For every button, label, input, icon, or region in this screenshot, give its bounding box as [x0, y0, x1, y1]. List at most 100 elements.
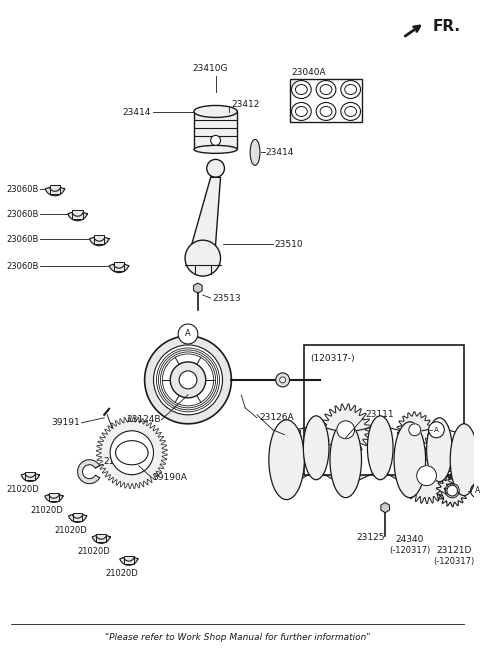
Text: 21020D: 21020D [105, 569, 138, 578]
Ellipse shape [341, 103, 360, 120]
Text: 23060B: 23060B [7, 235, 39, 244]
Circle shape [110, 431, 154, 475]
Bar [25, 472, 35, 480]
Text: 23060B: 23060B [7, 210, 39, 218]
Text: A: A [434, 427, 439, 433]
Ellipse shape [320, 107, 332, 116]
Polygon shape [78, 460, 100, 484]
Text: 23120: 23120 [332, 455, 360, 463]
Circle shape [337, 421, 355, 439]
Circle shape [207, 160, 225, 177]
Text: 23040A: 23040A [291, 68, 326, 77]
Bar [72, 210, 83, 219]
Polygon shape [90, 237, 109, 246]
Text: 23127B: 23127B [287, 430, 321, 439]
Ellipse shape [291, 80, 311, 99]
Ellipse shape [330, 422, 361, 498]
Ellipse shape [291, 103, 311, 120]
Circle shape [429, 422, 444, 438]
Polygon shape [69, 515, 87, 523]
Polygon shape [120, 557, 138, 565]
Ellipse shape [250, 139, 260, 165]
Polygon shape [191, 177, 220, 249]
Ellipse shape [427, 418, 452, 481]
Text: 23510: 23510 [275, 239, 303, 249]
Ellipse shape [450, 424, 478, 496]
Bar [114, 262, 124, 271]
Bar [49, 492, 59, 501]
Polygon shape [399, 448, 454, 504]
Text: 23414: 23414 [122, 108, 151, 117]
Bar [50, 185, 60, 194]
Ellipse shape [320, 84, 332, 94]
Polygon shape [320, 404, 371, 456]
Polygon shape [287, 425, 316, 488]
Circle shape [276, 373, 289, 387]
Text: 23412: 23412 [231, 100, 260, 109]
Polygon shape [439, 427, 464, 485]
Circle shape [417, 466, 436, 486]
Circle shape [409, 424, 420, 436]
Bar [124, 555, 134, 564]
Ellipse shape [296, 84, 307, 94]
Text: 23060B: 23060B [7, 185, 39, 194]
Circle shape [144, 336, 231, 424]
Text: (-120317): (-120317) [433, 557, 475, 566]
Circle shape [179, 371, 197, 389]
Circle shape [170, 362, 206, 398]
Ellipse shape [345, 107, 357, 116]
Ellipse shape [345, 84, 357, 94]
Polygon shape [96, 417, 167, 489]
Text: (-120317): (-120317) [389, 546, 431, 555]
Text: 23111: 23111 [365, 410, 394, 419]
Polygon shape [410, 427, 439, 487]
Text: 23414: 23414 [265, 148, 293, 157]
Bar [194, 111, 237, 149]
Polygon shape [346, 425, 380, 487]
Ellipse shape [316, 103, 336, 120]
Text: 23124B: 23124B [126, 415, 160, 424]
Text: 21030C: 21030C [103, 457, 138, 466]
Text: 39191: 39191 [51, 419, 80, 427]
Circle shape [178, 324, 198, 344]
Circle shape [185, 240, 220, 276]
Text: A: A [475, 486, 480, 495]
Text: FR.: FR. [432, 19, 460, 33]
Ellipse shape [316, 80, 336, 99]
Polygon shape [45, 187, 65, 196]
Circle shape [447, 485, 457, 496]
Text: 23121D: 23121D [436, 546, 472, 555]
Bar [289, 78, 362, 122]
Polygon shape [436, 475, 468, 507]
Bar [304, 345, 464, 475]
Polygon shape [45, 494, 63, 502]
Text: 23125: 23125 [356, 533, 384, 542]
Ellipse shape [296, 107, 307, 116]
Polygon shape [109, 264, 129, 273]
Text: 23410G: 23410G [192, 64, 228, 73]
Circle shape [154, 345, 223, 415]
Text: "Please refer to Work Shop Manual for further information": "Please refer to Work Shop Manual for fu… [105, 633, 370, 642]
Text: (120317-): (120317-) [310, 354, 355, 364]
Text: 23060B: 23060B [7, 262, 39, 271]
Text: 21020D: 21020D [78, 547, 110, 556]
Ellipse shape [367, 416, 393, 479]
Polygon shape [68, 213, 87, 220]
Ellipse shape [303, 416, 329, 479]
Polygon shape [21, 473, 39, 481]
Polygon shape [92, 536, 110, 543]
Ellipse shape [394, 422, 426, 498]
Polygon shape [397, 412, 432, 448]
Text: 21020D: 21020D [54, 526, 87, 535]
Ellipse shape [194, 105, 237, 118]
Ellipse shape [116, 441, 148, 465]
Ellipse shape [269, 420, 304, 500]
Polygon shape [316, 425, 346, 487]
Polygon shape [381, 503, 389, 513]
Text: 23513: 23513 [213, 294, 241, 303]
Polygon shape [380, 425, 410, 487]
Text: 39190A: 39190A [153, 473, 187, 482]
Text: 23126A: 23126A [259, 413, 294, 422]
Bar [94, 235, 105, 244]
Text: 24340: 24340 [396, 535, 424, 544]
